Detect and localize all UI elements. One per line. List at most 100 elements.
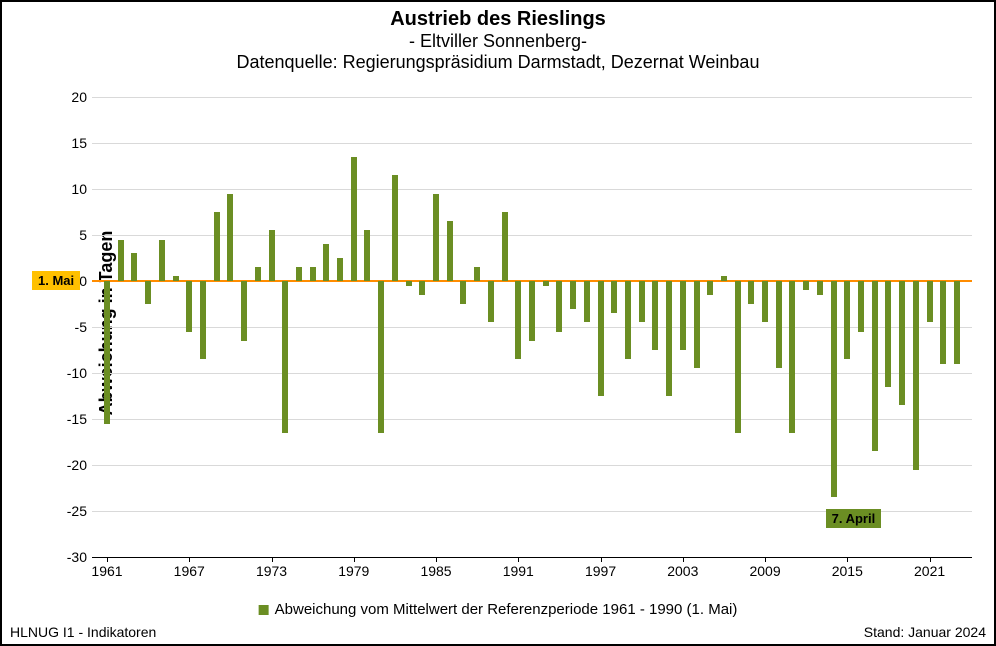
- grid-line: [92, 465, 972, 466]
- bar: [433, 194, 439, 281]
- bar: [831, 281, 837, 497]
- bar: [954, 281, 960, 364]
- bar: [214, 212, 220, 281]
- y-tick-label: -20: [47, 457, 87, 473]
- bar: [529, 281, 535, 341]
- x-tick-label: 2015: [832, 563, 863, 579]
- y-tick-label: -30: [47, 549, 87, 565]
- title-sub1: - Eltviller Sonnenberg-: [2, 31, 994, 52]
- bar: [666, 281, 672, 396]
- bar: [323, 244, 329, 281]
- bar: [474, 267, 480, 281]
- bar: [707, 281, 713, 295]
- bar: [515, 281, 521, 359]
- bar: [735, 281, 741, 433]
- y-tick-label: -5: [47, 319, 87, 335]
- bar: [145, 281, 151, 304]
- bar: [378, 281, 384, 433]
- bar: [488, 281, 494, 322]
- bar: [502, 212, 508, 281]
- bar: [131, 253, 137, 281]
- x-tick-label: 1967: [174, 563, 205, 579]
- bar: [611, 281, 617, 313]
- bar: [296, 267, 302, 281]
- bar: [913, 281, 919, 470]
- bar: [364, 230, 370, 281]
- bar: [762, 281, 768, 322]
- bar: [269, 230, 275, 281]
- y-tick-label: 20: [47, 89, 87, 105]
- x-tick-label: 2009: [749, 563, 780, 579]
- bar: [227, 194, 233, 281]
- plot-area: 20151050-5-10-15-20-25-30196119671973197…: [92, 97, 972, 557]
- legend-swatch: [259, 605, 269, 615]
- bar: [625, 281, 631, 359]
- bar: [255, 267, 261, 281]
- bar: [543, 281, 549, 286]
- bar: [776, 281, 782, 368]
- bar: [789, 281, 795, 433]
- bar: [447, 221, 453, 281]
- y-tick-label: 10: [47, 181, 87, 197]
- y-tick-label: -10: [47, 365, 87, 381]
- title-sub2: Datenquelle: Regierungspräsidium Darmsta…: [2, 52, 994, 73]
- x-tick-label: 1973: [256, 563, 287, 579]
- grid-line: [92, 189, 972, 190]
- bar: [406, 281, 412, 286]
- bar: [570, 281, 576, 309]
- x-tick-label: 1985: [420, 563, 451, 579]
- footer-right: Stand: Januar 2024: [864, 624, 986, 640]
- bar: [392, 175, 398, 281]
- bar: [927, 281, 933, 322]
- bar: [858, 281, 864, 332]
- bar: [200, 281, 206, 359]
- ref-label-green: 7. April: [826, 509, 882, 528]
- footer-left: HLNUG I1 - Indikatoren: [10, 624, 156, 640]
- bar: [118, 240, 124, 281]
- grid-line: [92, 419, 972, 420]
- bar: [844, 281, 850, 359]
- bar: [721, 276, 727, 281]
- y-tick-label: 5: [47, 227, 87, 243]
- bar: [598, 281, 604, 396]
- x-tick-label: 2021: [914, 563, 945, 579]
- bar: [173, 276, 179, 281]
- chart-frame: Austrieb des Rieslings - Eltviller Sonne…: [0, 0, 996, 646]
- legend-text: Abweichung vom Mittelwert der Referenzpe…: [275, 601, 738, 618]
- bar: [652, 281, 658, 350]
- bar: [680, 281, 686, 350]
- bar: [803, 281, 809, 290]
- x-tick-label: 1961: [91, 563, 122, 579]
- bar: [584, 281, 590, 322]
- bar: [694, 281, 700, 368]
- bar: [310, 267, 316, 281]
- x-tick-label: 2003: [667, 563, 698, 579]
- title-main: Austrieb des Rieslings: [2, 8, 994, 31]
- bar: [419, 281, 425, 295]
- bar: [639, 281, 645, 322]
- bar: [885, 281, 891, 387]
- bar: [282, 281, 288, 433]
- bar: [104, 281, 110, 424]
- y-tick-label: 15: [47, 135, 87, 151]
- legend: Abweichung vom Mittelwert der Referenzpe…: [259, 601, 738, 618]
- bar: [872, 281, 878, 451]
- bar: [351, 157, 357, 281]
- x-tick-label: 1979: [338, 563, 369, 579]
- bar: [159, 240, 165, 281]
- bar: [748, 281, 754, 304]
- title-block: Austrieb des Rieslings - Eltviller Sonne…: [2, 2, 994, 73]
- x-tick-label: 1991: [503, 563, 534, 579]
- bar: [940, 281, 946, 364]
- bar: [817, 281, 823, 295]
- grid-line: [92, 373, 972, 374]
- bar: [460, 281, 466, 304]
- bar: [337, 258, 343, 281]
- grid-line: [92, 235, 972, 236]
- bar: [186, 281, 192, 332]
- grid-line: [92, 97, 972, 98]
- grid-line: [92, 143, 972, 144]
- y-tick-label: -25: [47, 503, 87, 519]
- bar: [899, 281, 905, 405]
- ref-label-orange: 1. Mai: [32, 271, 80, 290]
